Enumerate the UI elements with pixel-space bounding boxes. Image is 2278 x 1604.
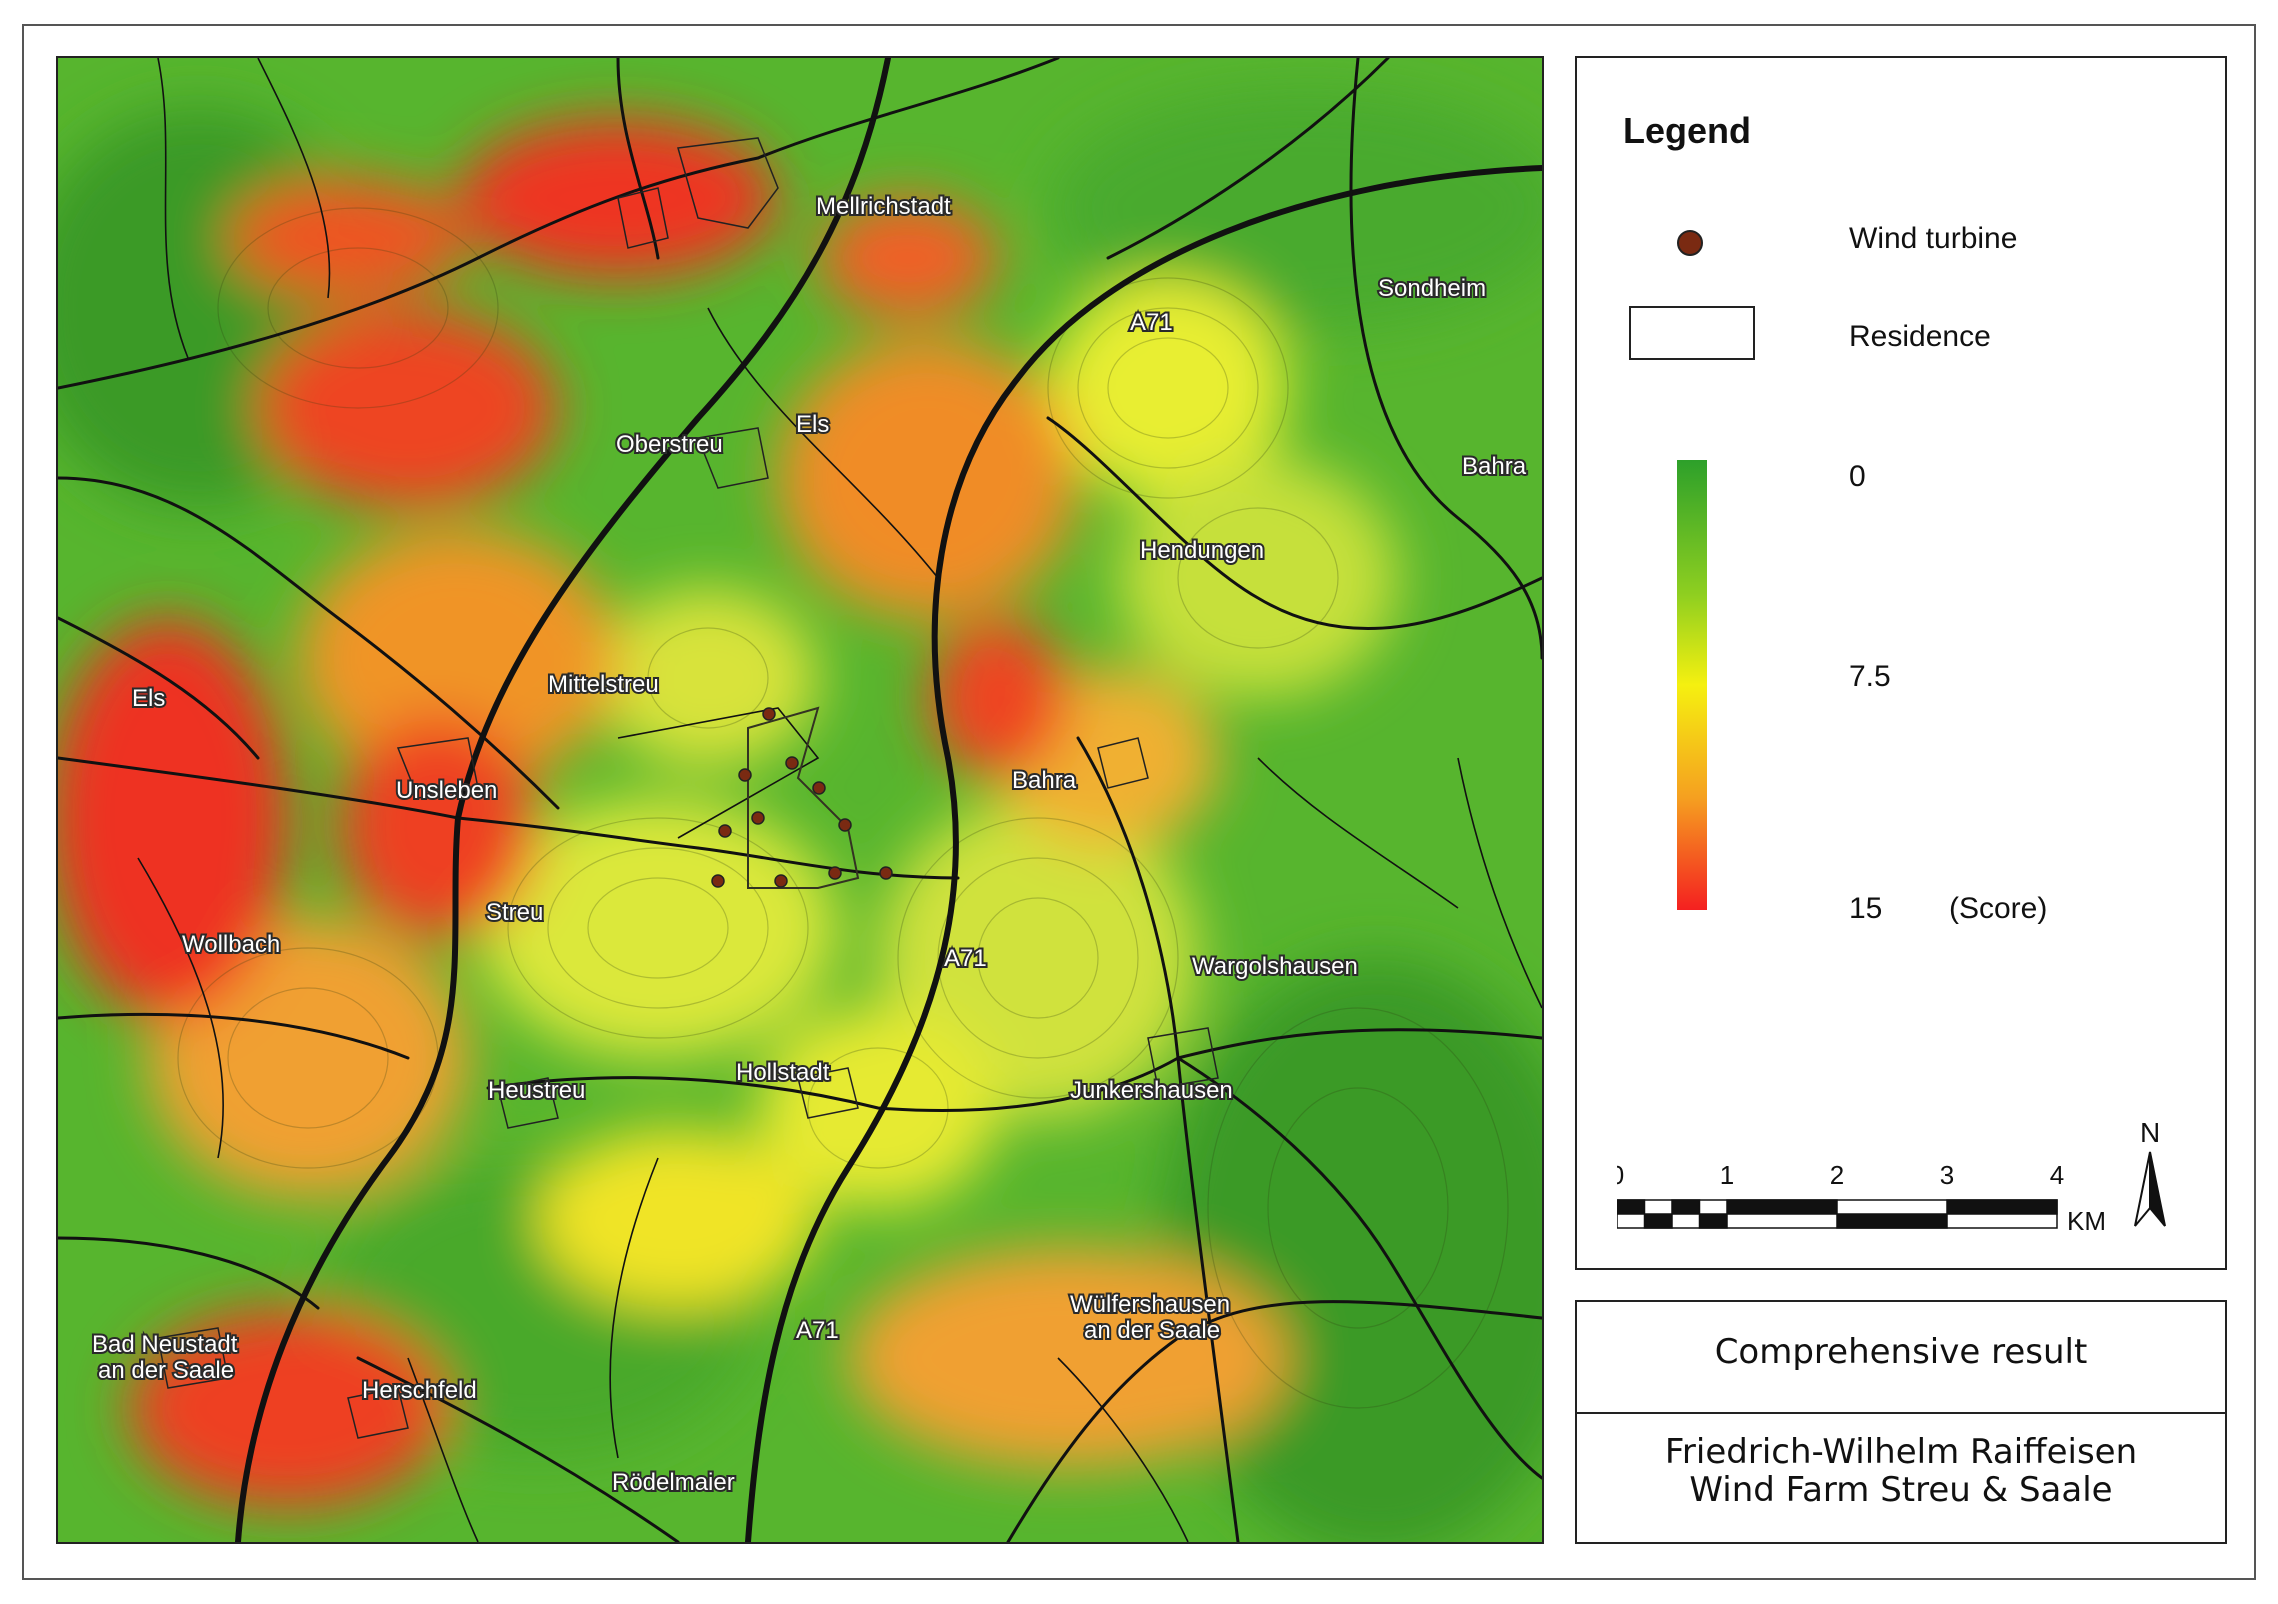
residence-areas (157, 137, 1219, 1439)
place-label: Mellrichstadt (816, 193, 951, 220)
wind-turbine-dot (785, 756, 799, 770)
wind-turbines (711, 707, 893, 888)
score-min-label: 0 (1849, 460, 1866, 493)
place-label: Sondheim (1378, 275, 1486, 302)
motorway-a71 (745, 165, 1542, 1542)
place-label: Herschfeld (362, 1377, 477, 1404)
score-mid-label: 7.5 (1849, 660, 1891, 693)
place-label: A71 (796, 1317, 839, 1344)
score-color-ramp (1677, 460, 1707, 910)
wind-turbine-dot (879, 866, 893, 880)
wind-farm-boundary (747, 706, 860, 889)
scale-tick: 0 (1617, 1160, 1624, 1190)
place-label: Bahra (1012, 767, 1077, 794)
wind-turbine-dot (738, 768, 752, 782)
wind-turbine-dot (711, 874, 725, 888)
legend-turbine-label: Wind turbine (1849, 222, 2018, 255)
map-panel[interactable]: Mellrichstadt A71 Sondheim Els Oberstreu… (56, 56, 1544, 1544)
wind-turbine-dot (838, 818, 852, 832)
place-label: an der Saale (1084, 1317, 1220, 1344)
scale-tick: 3 (1940, 1160, 1954, 1190)
score-unit-label: (Score) (1949, 892, 2048, 925)
scale-tick: 4 (2050, 1160, 2064, 1190)
place-label: an der Saale (98, 1357, 234, 1384)
place-label: Bad Neustadt (92, 1331, 238, 1358)
north-label: N (2140, 1117, 2160, 1148)
north-arrow-icon: N (2134, 1117, 2166, 1227)
legend-residence-label: Residence (1849, 320, 1991, 353)
place-label: Rödelmaier (612, 1469, 735, 1496)
residence-icon (1629, 306, 1755, 360)
scale-bar: 0 1 2 3 4 KM (1610, 1158, 2197, 1283)
wind-turbine-dot (751, 811, 765, 825)
wind-farm-name-line1: Friedrich-Wilhelm Raiffeisen (1664, 1432, 2138, 1472)
contour-lines (177, 207, 1509, 1409)
place-label: Wollbach (182, 931, 280, 958)
place-label: Hendungen (1140, 537, 1264, 564)
place-label: Hollstadt (736, 1059, 830, 1086)
wind-turbine-dot (762, 707, 776, 721)
figure-frame (22, 24, 2256, 1580)
wind-turbine-dot (774, 874, 788, 888)
suitability-map: Mellrichstadt A71 Sondheim Els Oberstreu… (58, 58, 1542, 1542)
legend-panel: Legend Wind turbine Residence 0 7.5 15 (… (1575, 56, 2227, 1270)
place-label: Wargolshausen (1192, 953, 1358, 980)
scale-unit: KM (2067, 1206, 2106, 1236)
place-label: Wülfershausen (1070, 1291, 1230, 1318)
place-label: Bahra (1462, 453, 1527, 480)
place-label: A71 (1130, 309, 1173, 336)
legend-title: Legend (1623, 110, 1752, 151)
wind-farm-name-line2: Wind Farm Streu & Saale (1689, 1470, 2113, 1510)
wind-turbine-dot (812, 781, 826, 795)
place-label: Unsleben (396, 777, 497, 804)
map-title: Comprehensive result (1714, 1332, 2088, 1372)
place-label: Streu (486, 899, 543, 926)
wind-turbine-icon (1677, 230, 1703, 256)
wind-turbine-dot (718, 824, 732, 838)
place-label: Els (132, 685, 165, 712)
place-label: Heustreu (488, 1077, 585, 1104)
scale-tick: 1 (1720, 1160, 1734, 1190)
place-label: Oberstreu (616, 431, 723, 458)
place-label: A71 (944, 945, 987, 972)
wind-turbine-dot (828, 866, 842, 880)
scale-tick: 2 (1830, 1160, 1844, 1190)
title-panel: Comprehensive result Friedrich-Wilhelm R… (1575, 1300, 2227, 1544)
place-labels: Mellrichstadt A71 Sondheim Els Oberstreu… (90, 191, 1529, 1498)
roads (58, 58, 1542, 1542)
place-label: Mittelstreu (548, 671, 659, 698)
place-label: Els (796, 411, 829, 438)
score-max-label: 15 (1849, 892, 1883, 925)
title-divider (1577, 1412, 2225, 1414)
place-label: Junkershausen (1070, 1077, 1233, 1104)
